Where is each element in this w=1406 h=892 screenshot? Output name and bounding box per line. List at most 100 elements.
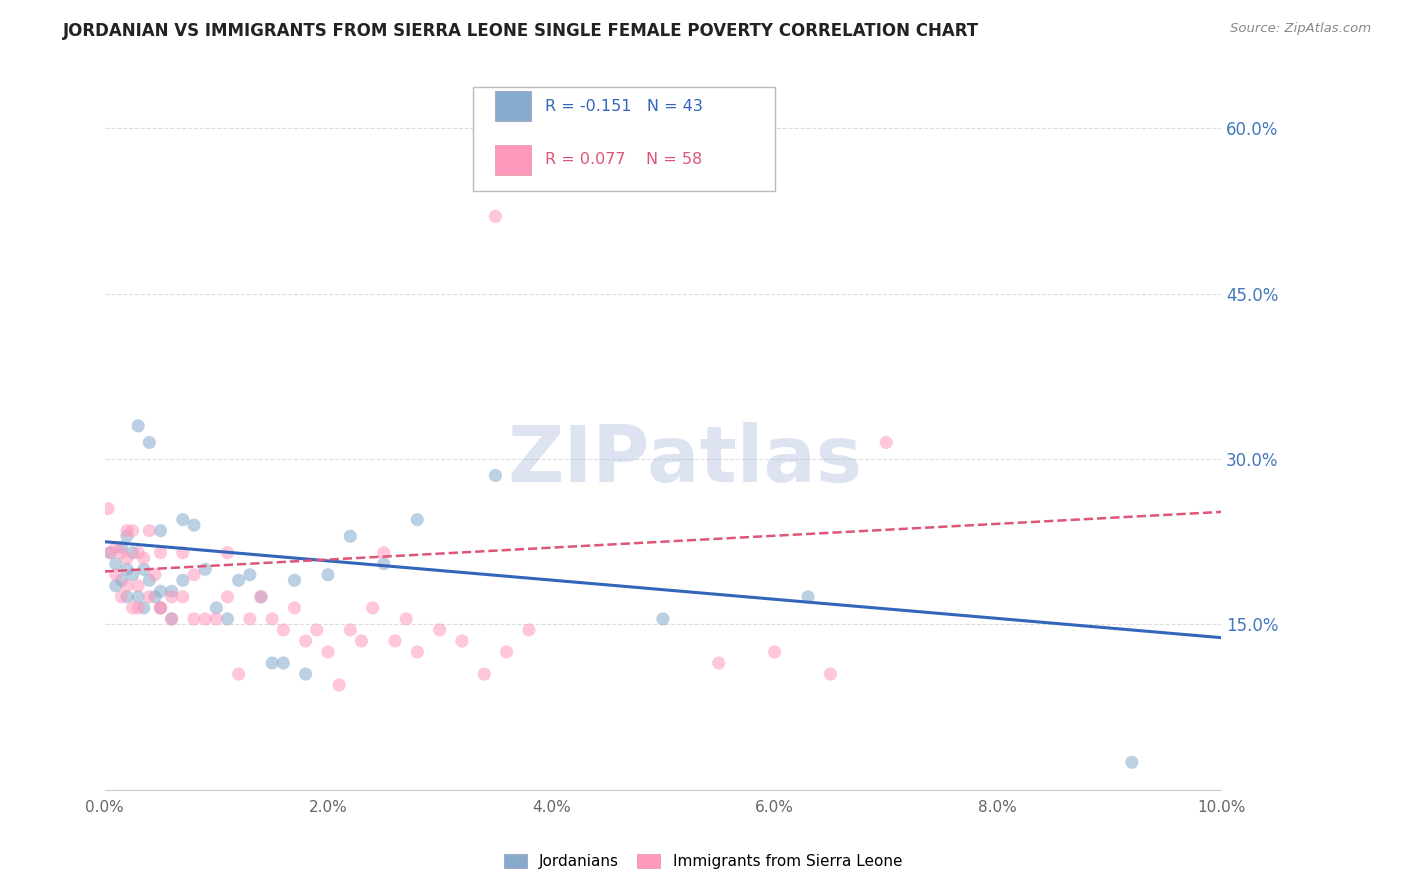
Point [149, 600, 172, 615]
Point [273, 623, 295, 637]
Point [143, 567, 166, 582]
Point [160, 590, 183, 604]
Point [373, 557, 395, 571]
Bar [495, 91, 531, 121]
Point [194, 612, 217, 626]
Point [183, 567, 205, 582]
Point [651, 612, 673, 626]
Point [149, 524, 172, 538]
Point [115, 529, 138, 543]
Point [138, 574, 160, 588]
Bar [495, 145, 531, 175]
Text: JORDANIAN VS IMMIGRANTS FROM SIERRA LEONE SINGLE FEMALE POVERTY CORRELATION CHAR: JORDANIAN VS IMMIGRANTS FROM SIERRA LEON… [63, 22, 980, 40]
Point [104, 557, 127, 571]
Point [763, 645, 786, 659]
Point [429, 623, 451, 637]
Point [283, 600, 305, 615]
Point [160, 584, 183, 599]
Point [294, 634, 316, 648]
Point [205, 600, 228, 615]
Point [451, 634, 474, 648]
Point [339, 623, 361, 637]
Point [115, 579, 138, 593]
Point [262, 612, 284, 626]
Point [138, 524, 160, 538]
Point [110, 540, 132, 554]
Point [172, 590, 194, 604]
FancyBboxPatch shape [472, 87, 775, 191]
Point [239, 612, 262, 626]
Point [149, 600, 172, 615]
Point [121, 567, 143, 582]
Point [472, 667, 495, 681]
Point [194, 562, 217, 576]
Point [484, 210, 506, 224]
Point [517, 623, 540, 637]
Text: ZIPatlas: ZIPatlas [508, 422, 863, 498]
Point [115, 524, 138, 538]
Point [121, 600, 143, 615]
Point [132, 562, 155, 576]
Point [820, 667, 842, 681]
Point [273, 656, 295, 670]
Point [138, 435, 160, 450]
Point [339, 529, 361, 543]
Point [294, 667, 316, 681]
Point [127, 546, 149, 560]
Point [98, 546, 121, 560]
Point [217, 590, 239, 604]
Point [283, 574, 305, 588]
Point [361, 600, 384, 615]
Point [217, 546, 239, 560]
Legend: Jordanians, Immigrants from Sierra Leone: Jordanians, Immigrants from Sierra Leone [498, 848, 908, 875]
Point [228, 574, 250, 588]
Point [262, 656, 284, 670]
Point [104, 579, 127, 593]
Point [875, 435, 897, 450]
Point [110, 590, 132, 604]
Point [1121, 756, 1143, 770]
Point [406, 513, 429, 527]
Point [373, 546, 395, 560]
Point [172, 546, 194, 560]
Point [104, 567, 127, 582]
Point [350, 634, 373, 648]
Text: R = -0.151   N = 43: R = -0.151 N = 43 [544, 99, 703, 113]
Point [406, 645, 429, 659]
Point [328, 678, 350, 692]
Point [797, 590, 820, 604]
Text: Source: ZipAtlas.com: Source: ZipAtlas.com [1230, 22, 1371, 36]
Point [395, 612, 418, 626]
Point [98, 546, 121, 560]
Point [132, 600, 155, 615]
Point [160, 612, 183, 626]
Point [305, 623, 328, 637]
Point [115, 590, 138, 604]
Point [104, 540, 127, 554]
Point [205, 612, 228, 626]
Point [384, 634, 406, 648]
Point [707, 656, 730, 670]
Point [149, 600, 172, 615]
Point [250, 590, 273, 604]
Point [239, 567, 262, 582]
Point [149, 546, 172, 560]
Point [110, 546, 132, 560]
Point [172, 574, 194, 588]
Point [121, 546, 143, 560]
Point [316, 567, 339, 582]
Point [250, 590, 273, 604]
Point [484, 468, 506, 483]
Point [127, 600, 149, 615]
Point [127, 579, 149, 593]
Point [228, 667, 250, 681]
Point [127, 418, 149, 433]
Point [138, 590, 160, 604]
Point [160, 612, 183, 626]
Text: R = 0.077    N = 58: R = 0.077 N = 58 [544, 153, 702, 168]
Point [115, 562, 138, 576]
Point [115, 551, 138, 566]
Point [127, 590, 149, 604]
Point [143, 590, 166, 604]
Point [172, 513, 194, 527]
